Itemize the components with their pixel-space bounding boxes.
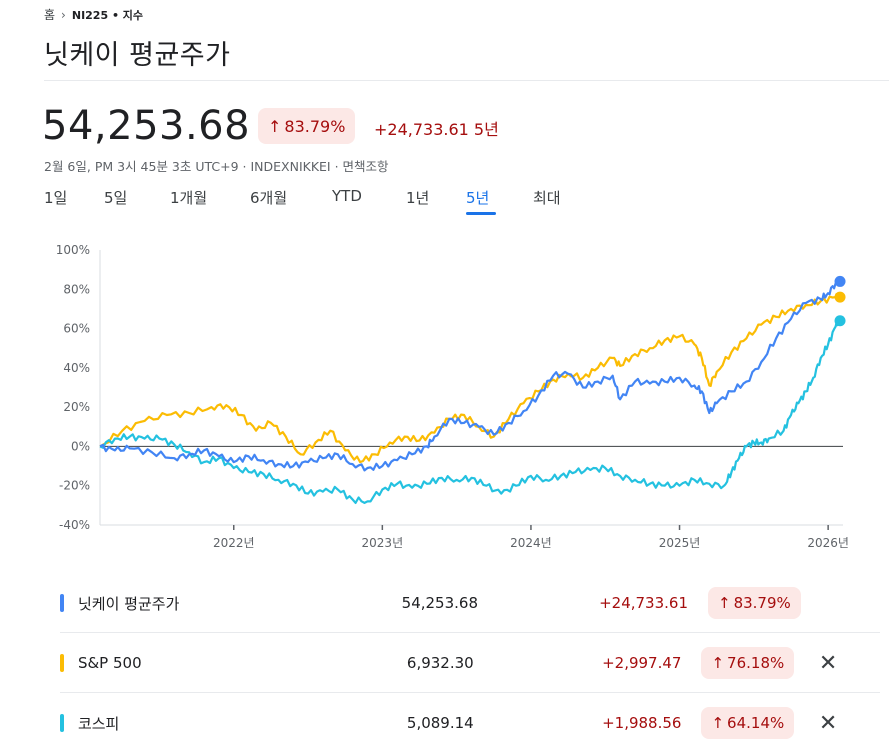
y-tick-label: 0% [71,439,90,453]
x-tick-label: 2024년 [510,536,552,550]
series-name: 코스피 [77,714,120,733]
series-percent-badge: ↑ 83.79% [708,587,801,619]
series-line-sp500 [99,293,842,464]
series-color-bar [60,714,64,732]
tab-5y[interactable]: 5년 [466,187,496,215]
remove-sp500-close-icon[interactable]: ✕ [818,650,838,676]
up-arrow-icon: ↑ [711,654,725,672]
y-tick-label: -40% [59,518,90,532]
tab-6m[interactable]: 6개월 [250,189,288,207]
quote-meta: 2월 6일, PM 3시 45분 3초 UTC+9 · INDEXNIKKEI … [44,159,389,174]
up-arrow-icon: ↑ [268,116,282,136]
breadcrumb: 홈 › NI225 • 지수 [44,6,143,23]
y-tick-label: 100% [56,243,90,257]
series-value: 5,089.14 [406,714,474,732]
header-divider [44,80,889,81]
y-tick-label: 20% [63,400,90,414]
up-arrow-icon: ↑ [718,594,731,612]
comparison-chart[interactable]: -40% -20% 0% 20% 40% 60% 80% 100% 2022년 2023년 2024… [0,235,889,565]
series-color-bar [60,654,64,672]
remove-kospi-close-icon[interactable]: ✕ [818,710,838,736]
tab-ytd[interactable]: YTD [332,187,362,205]
legend-row-kospi[interactable]: 코스피 5,089.14 +1,988.56 ↑ 64.14% ✕ [60,694,840,752]
series-percent: 83.79% [733,594,791,612]
x-tick-label: 2026년 [807,536,849,550]
y-tick-label: 60% [63,322,90,336]
series-percent-badge: ↑ 64.14% [701,707,795,739]
series-name: S&P 500 [77,654,142,672]
series-end-dot-sp500 [834,291,846,303]
y-tick-label: 80% [63,282,90,296]
series-color-bar [60,594,64,612]
series-end-dot-kospi [834,315,846,327]
x-tick-label: 2025년 [659,536,701,550]
tab-5d[interactable]: 5일 [104,189,128,207]
range-tabs: 1일 5일 1개월 6개월 YTD 1년 5년 최대 [44,187,573,215]
breadcrumb-separator: › [61,7,66,22]
up-arrow-icon: ↑ [711,714,725,732]
tab-1m[interactable]: 1개월 [170,189,208,207]
breadcrumb-ticker: NI225 • 지수 [71,8,144,22]
tab-1y[interactable]: 1년 [406,189,430,207]
row-divider [60,632,880,633]
series-change: +1,988.56 [602,714,682,732]
series-value: 54,253.68 [401,594,478,612]
legend-row-nikkei[interactable]: 닛케이 평균주가 54,253.68 +24,733.61 ↑ 83.79% [60,574,840,632]
current-price: 54,253.68 [42,103,251,149]
breadcrumb-home[interactable]: 홈 [44,8,56,22]
series-line-nikkei [99,278,842,472]
series-name: 닛케이 평균주가 [78,594,180,613]
percent-change-badge: ↑ 83.79% [258,108,356,144]
series-change: +2,997.47 [602,654,682,672]
series-line-kospi [99,317,841,504]
series-percent-badge: ↑ 76.18% [701,647,795,679]
y-tick-label: -20% [59,479,90,493]
tab-max[interactable]: 최대 [533,189,561,207]
series-percent: 64.14% [727,714,785,732]
series-percent: 76.18% [727,654,785,672]
tab-1d[interactable]: 1일 [44,189,68,207]
x-tick-label: 2022년 [213,536,255,550]
page-title: 닛케이 평균주가 [44,40,231,71]
row-divider [60,692,880,693]
y-tick-label: 40% [63,361,90,375]
series-change: +24,733.61 [599,594,688,612]
absolute-change: +24,733.61 5년 [374,120,499,139]
x-tick-label: 2023년 [362,536,404,550]
series-value: 6,932.30 [406,654,474,672]
legend-row-sp500[interactable]: S&P 500 6,932.30 +2,997.47 ↑ 76.18% ✕ [60,634,840,692]
percent-change-value: 83.79% [284,116,346,136]
series-end-dot-nikkei [834,275,846,287]
